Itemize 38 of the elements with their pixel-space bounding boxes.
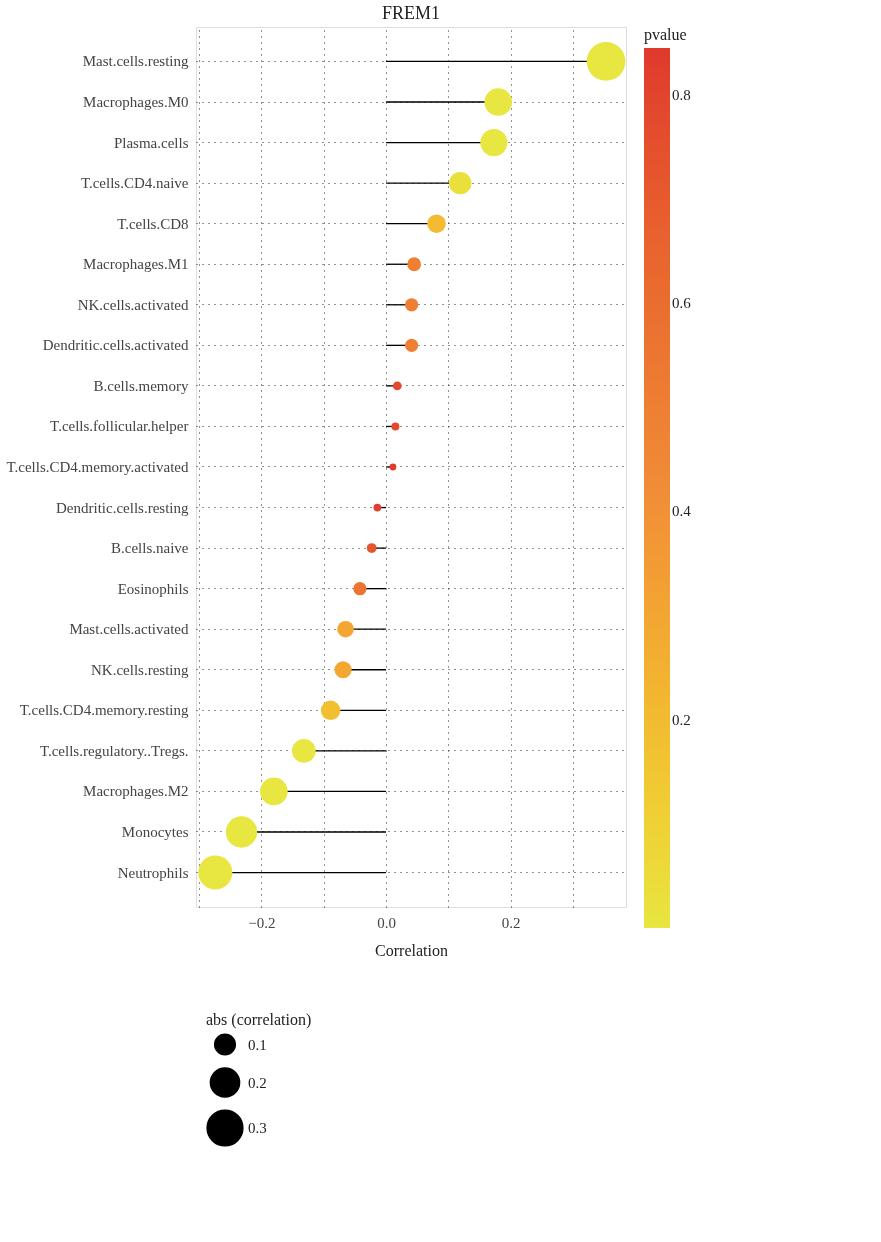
y-tick-label: Dendritic.cells.resting — [56, 499, 189, 516]
x-axis-title: Correlation — [375, 941, 448, 959]
y-tick-label: NK.cells.activated — [77, 296, 189, 313]
y-tick-label: Eosinophils — [117, 580, 189, 597]
y-tick-label: Mast.cells.resting — [82, 53, 189, 70]
y-tick-label: Dendritic.cells.activated — [42, 337, 189, 354]
y-tick-label: Macrophages.M0 — [83, 94, 189, 111]
y-tick-label: Macrophages.M2 — [83, 783, 189, 800]
y-tick-label: T.cells.CD4.memory.resting — [19, 702, 189, 719]
y-tick-label: T.cells.CD4.naive — [80, 175, 189, 192]
y-tick-label: Neutrophils — [117, 864, 189, 881]
y-tick-label: NK.cells.resting — [91, 661, 189, 678]
color-bar-label: 0.6 — [672, 295, 692, 312]
y-tick-label: Macrophages.M1 — [83, 256, 189, 273]
x-tick-label: 0.0 — [377, 914, 396, 931]
legend-label: 0.1 — [248, 1036, 267, 1053]
x-tick-label: 0.2 — [501, 914, 521, 931]
x-tick-label: −0.2 — [248, 914, 276, 931]
point — [427, 214, 446, 233]
color-bar-title: pvalue — [644, 26, 687, 44]
color-bar-label: 0.8 — [672, 86, 691, 103]
y-tick-label: T.cells.CD8 — [117, 215, 189, 232]
y-tick-label: T.cells.follicular.helper — [50, 418, 189, 435]
legend-label: 0.3 — [248, 1120, 267, 1136]
point — [334, 661, 352, 679]
y-tick-label: B.cells.naive — [111, 540, 189, 557]
legend-title: abs (correlation) — [206, 1011, 312, 1029]
y-tick-label: Plasma.cells — [113, 134, 189, 151]
y-tick-label: Monocytes — [121, 823, 189, 840]
color-bar-label: 0.2 — [672, 711, 691, 728]
legend-label: 0.2 — [248, 1074, 267, 1091]
point — [337, 620, 354, 638]
y-tick-label: T.cells.regulatory..Tregs. — [39, 742, 189, 759]
y-tick-label: Mast.cells.activated — [69, 621, 189, 638]
chart-title: FREM1 — [381, 3, 441, 23]
y-tick-label: T.cells.CD4.memory.activated — [6, 459, 189, 475]
y-tick-label: B.cells.memory — [93, 377, 189, 394]
color-bar-label: 0.4 — [672, 503, 692, 520]
